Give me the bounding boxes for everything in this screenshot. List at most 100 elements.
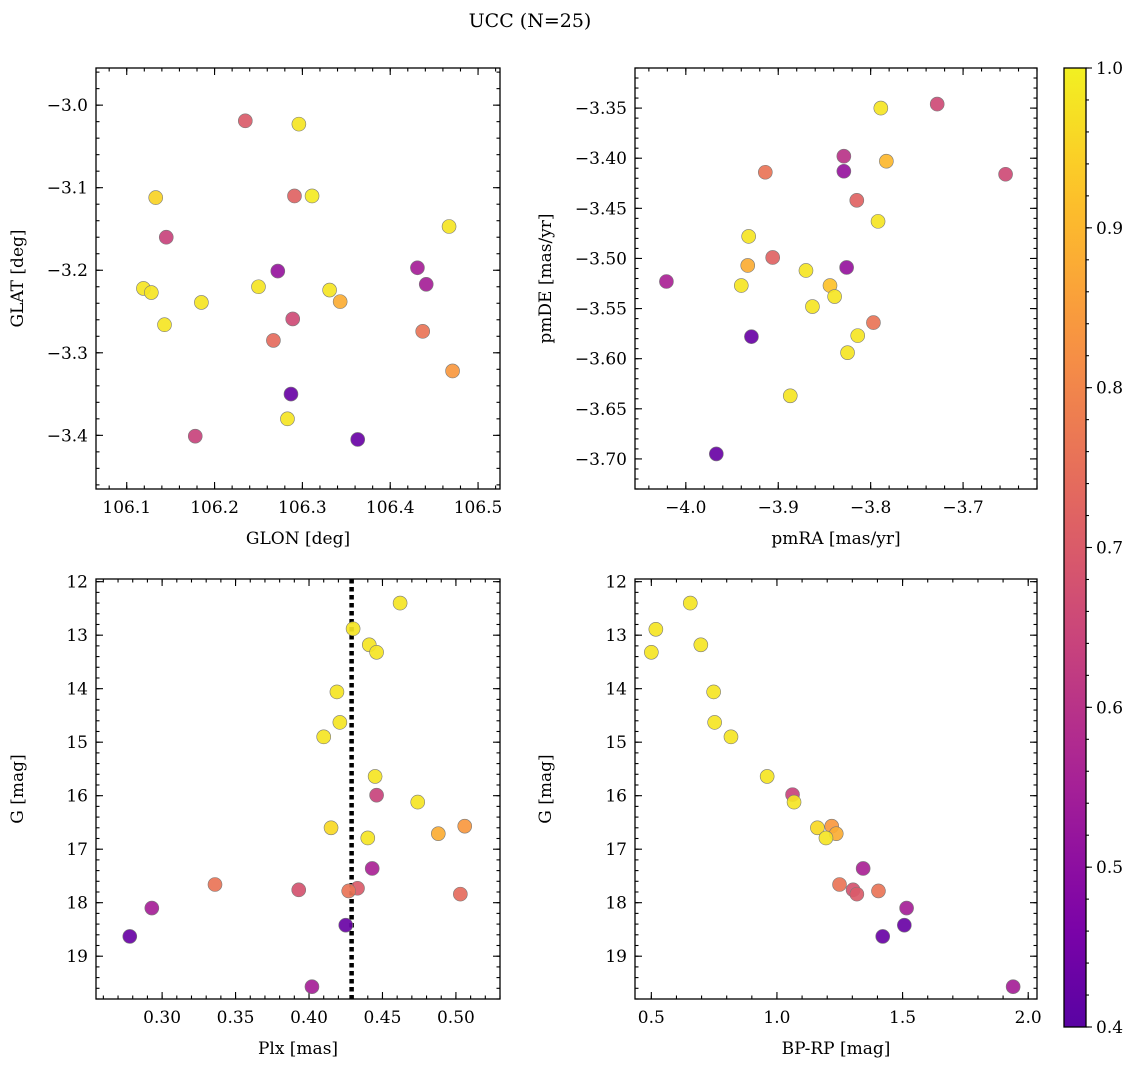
y-tick-label: 15	[66, 733, 88, 753]
y-tick-label: 14	[66, 680, 88, 700]
colorbar-tick-label: 0.5	[1096, 858, 1123, 878]
data-point	[899, 900, 914, 916]
x-axis-label: Plx [mas]	[258, 1039, 338, 1059]
data-point	[270, 263, 286, 279]
data-point	[758, 164, 773, 180]
x-tick-label: −3.8	[850, 498, 891, 518]
x-tick-label: −3.7	[942, 498, 983, 518]
plot-frame	[634, 578, 1038, 1000]
y-tick-label: −3.2	[47, 261, 88, 281]
colorbar-tick-label: 0.9	[1096, 219, 1123, 239]
data-point	[360, 830, 376, 846]
plot-frame	[634, 67, 1038, 490]
data-point	[648, 621, 664, 637]
x-axis-label: pmRA [mas/yr]	[771, 529, 900, 549]
data-point	[453, 886, 468, 902]
data-point	[445, 363, 460, 379]
data-point	[798, 263, 814, 278]
colorbar: 0.4 0.5 0.6 0.7 0.8 0.9 1.0	[1063, 59, 1123, 1038]
data-point	[849, 193, 865, 208]
data-point	[285, 311, 301, 327]
x-tick-label: −3.9	[758, 498, 799, 518]
data-point	[144, 285, 159, 300]
data-point	[430, 826, 446, 841]
data-point	[148, 190, 164, 205]
y-tick-label: 16	[605, 787, 627, 807]
y-tick-label: 19	[605, 947, 627, 967]
data-point	[786, 794, 802, 810]
x-tick-label: 106.2	[190, 498, 239, 518]
y-tick-label: 19	[66, 947, 88, 967]
y-tick-label: −3.40	[575, 149, 627, 169]
x-tick-label: 0.30	[143, 1008, 181, 1028]
colorbar-tick-label: 0.7	[1096, 539, 1123, 559]
data-point	[304, 188, 320, 204]
y-tick-label: −3.35	[575, 99, 627, 119]
data-point	[329, 684, 345, 700]
y-axis-label: G [mag]	[8, 754, 28, 823]
data-point	[291, 882, 307, 898]
y-tick-label: 16	[66, 787, 88, 807]
data-point	[929, 96, 945, 112]
y-axis-label: pmDE [mas/yr]	[536, 213, 556, 343]
data-point	[827, 289, 842, 304]
data-point	[707, 715, 722, 730]
data-point	[322, 282, 337, 298]
data-point	[706, 684, 721, 700]
data-point	[765, 250, 780, 265]
data-point	[836, 163, 852, 179]
plot-frame	[95, 67, 501, 490]
data-point	[369, 787, 384, 803]
y-axis-label: GLAT [deg]	[8, 229, 28, 327]
data-point	[238, 113, 253, 129]
x-tick-label: −4.0	[665, 498, 706, 518]
data-point	[410, 794, 426, 810]
data-point	[367, 769, 383, 784]
data-point	[415, 324, 431, 339]
data-point	[840, 345, 855, 360]
y-tick-label: −3.55	[575, 300, 627, 320]
data-point	[332, 294, 348, 309]
data-point	[187, 428, 203, 444]
data-point	[805, 299, 820, 314]
data-point	[338, 917, 354, 933]
y-tick-label: 14	[605, 680, 627, 700]
data-point	[659, 274, 674, 289]
data-point	[759, 769, 775, 784]
x-tick-label: 2.0	[1015, 1008, 1042, 1028]
panel-pmra-pmde: −4.0 −3.9 −3.8 −3.7 −3.70 −3.65 −3.60 −3.55 −3.5…	[536, 67, 1038, 549]
y-tick-label: 12	[605, 573, 627, 593]
data-point	[251, 279, 266, 295]
data-point	[345, 621, 361, 637]
data-point	[866, 315, 881, 330]
y-tick-label: −3.60	[575, 350, 627, 370]
data-point	[144, 900, 160, 916]
colorbar-tick-label: 1.0	[1096, 59, 1123, 79]
data-point	[1005, 979, 1021, 994]
data-point	[341, 883, 356, 899]
colorbar-tick-label: 0.4	[1096, 1018, 1123, 1038]
data-point	[782, 388, 798, 404]
x-tick-label: 106.1	[102, 498, 151, 518]
data-point	[158, 229, 174, 245]
data-point	[741, 229, 756, 244]
data-point	[266, 333, 281, 348]
colorbar-tick-label: 0.8	[1096, 379, 1123, 399]
y-axis-label: G [mag]	[536, 754, 556, 823]
x-tick-label: 0.5	[638, 1008, 665, 1028]
y-tick-label: −3.70	[575, 450, 627, 470]
y-tick-label: 18	[605, 894, 627, 914]
panel-glon-glat: 106.1 106.2 106.3 106.4 106.5 −3.4 −3.3 −3.2 −3.…	[8, 67, 502, 549]
figure-title: UCC (N=25)	[469, 10, 592, 32]
data-point	[998, 166, 1013, 182]
x-tick-label: 106.3	[278, 498, 327, 518]
y-tick-label: 15	[605, 733, 627, 753]
data-point	[316, 729, 332, 745]
y-tick-label: 17	[605, 840, 627, 860]
x-tick-label: 0.45	[364, 1008, 402, 1028]
data-point	[350, 432, 366, 447]
data-point	[855, 861, 871, 876]
data-point	[709, 446, 724, 462]
x-tick-label: 106.4	[366, 498, 415, 518]
x-tick-label: 0.35	[217, 1008, 255, 1028]
